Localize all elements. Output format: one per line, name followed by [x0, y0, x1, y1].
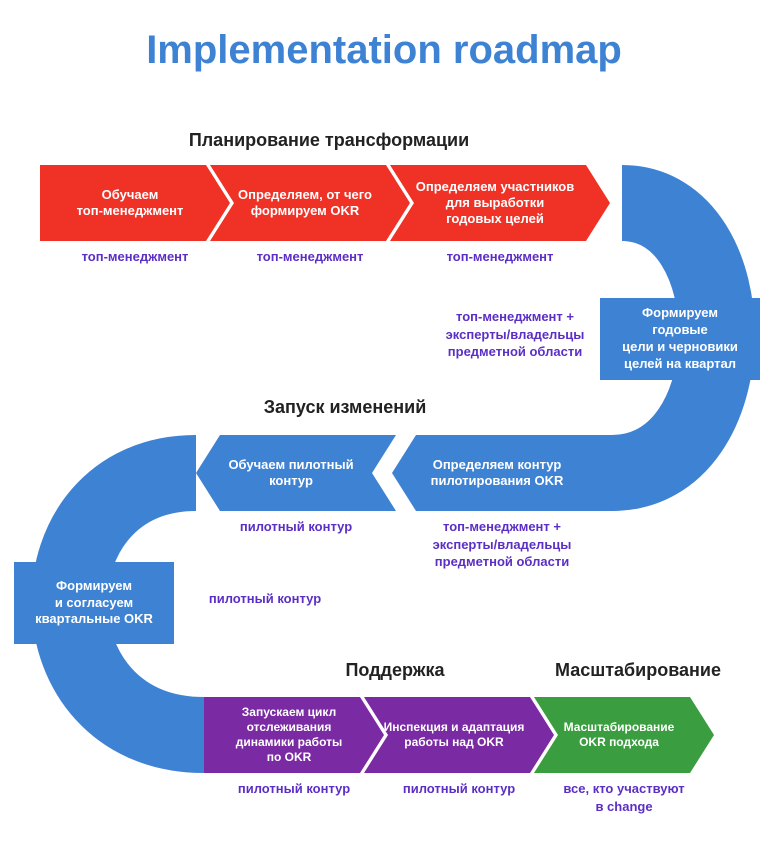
page-title: Implementation roadmap [0, 0, 768, 73]
step-form-quarterly-okr: Формируеми согласуемквартальные OKR [14, 562, 174, 644]
caption-left-box: пилотный контур [190, 590, 340, 608]
caption-right-box: топ-менеджмент +эксперты/владельцыпредме… [440, 308, 590, 361]
section-heading-support: Поддержка [320, 660, 470, 681]
caption-r3-1: пилотный контур [204, 780, 384, 798]
caption-r1-1: топ-менеджмент [40, 248, 230, 266]
caption-r3-3: все, кто участвуютв change [534, 780, 714, 815]
caption-r1-3: топ-менеджмент [390, 248, 610, 266]
step-train-pilot: Обучаем пилотныйконтур [196, 435, 396, 511]
caption-r2-1: пилотный контур [196, 518, 396, 536]
step-define-pilot-contour: Определяем контурпилотирования OKR [392, 435, 612, 511]
step-train-top-mgmt: Обучаемтоп-менеджмент [40, 165, 230, 241]
step-tracking-cycle: Запускаем циклотслеживаниядинамики работ… [204, 697, 384, 773]
step-scale-okr: МасштабированиеOKR подхода [534, 697, 714, 773]
caption-r3-2: пилотный контур [364, 780, 554, 798]
section-heading-planning: Планирование трансформации [174, 130, 484, 151]
step-inspect-adapt: Инспекция и адаптацияработы над OKR [364, 697, 554, 773]
section-heading-scaling: Масштабирование [548, 660, 728, 681]
caption-r2-2: топ-менеджмент +эксперты/владельцыпредме… [392, 518, 612, 571]
caption-r1-2: топ-менеджмент [210, 248, 410, 266]
step-define-okr-source: Определяем, от чегоформируем OKR [210, 165, 410, 241]
step-form-annual-goals: Формируем годовыецели и черновикицелей н… [600, 298, 760, 380]
section-heading-launch: Запуск изменений [240, 397, 450, 418]
step-define-participants: Определяем участниковдля выработкигодовы… [390, 165, 610, 241]
